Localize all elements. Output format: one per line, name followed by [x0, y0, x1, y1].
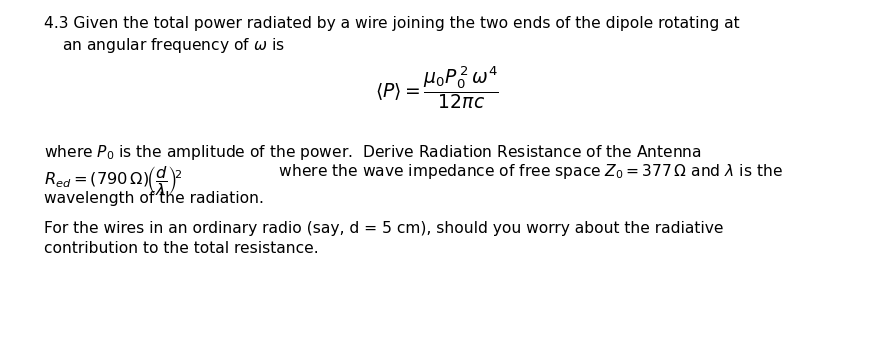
Text: $R_{ed} = (790\,\Omega)\!\left(\dfrac{d}{\lambda}\right)^{\!2}$: $R_{ed} = (790\,\Omega)\!\left(\dfrac{d}… — [44, 165, 183, 198]
Text: contribution to the total resistance.: contribution to the total resistance. — [44, 241, 319, 256]
Text: where the wave impedance of free space $Z_0 = 377\,\Omega$ and $\lambda$ is the: where the wave impedance of free space $… — [274, 162, 783, 181]
Text: $\langle P \rangle = \dfrac{\mu_0 P_0^{\,2}\,\omega^4}{12\pi c}$: $\langle P \rangle = \dfrac{\mu_0 P_0^{\… — [375, 64, 499, 111]
Text: wavelength of the radiation.: wavelength of the radiation. — [44, 191, 264, 206]
Text: For the wires in an ordinary radio (say, d = 5 cm), should you worry about the r: For the wires in an ordinary radio (say,… — [44, 221, 724, 236]
Text: 4.3 Given the total power radiated by a wire joining the two ends of the dipole : 4.3 Given the total power radiated by a … — [44, 16, 739, 31]
Text: where $P_0$ is the amplitude of the power.  Derive Radiation Resistance of the A: where $P_0$ is the amplitude of the powe… — [44, 143, 702, 162]
Text: an angular frequency of $\omega$ is: an angular frequency of $\omega$ is — [62, 36, 285, 55]
